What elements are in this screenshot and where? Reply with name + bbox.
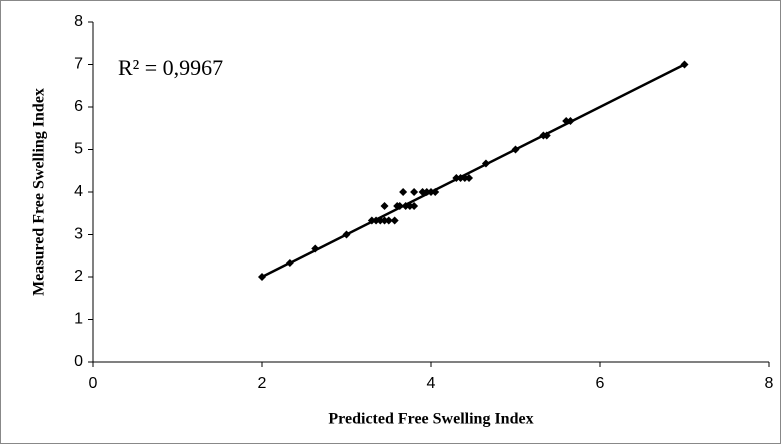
- point: [465, 173, 474, 182]
- point: [399, 188, 408, 196]
- x-tick-label: 6: [596, 375, 605, 392]
- point: [410, 188, 419, 196]
- point: [431, 188, 440, 196]
- point: [452, 173, 461, 182]
- point: [410, 202, 419, 211]
- x-tick-label: 0: [89, 375, 98, 392]
- y-tick-label: 7: [74, 56, 83, 73]
- x-tick-label: 4: [427, 375, 436, 392]
- y-tick-label: 1: [74, 311, 83, 328]
- point: [395, 202, 404, 211]
- point: [401, 202, 410, 211]
- y-tick-label: 0: [74, 353, 83, 370]
- point: [427, 188, 435, 196]
- point: [384, 216, 393, 225]
- annotation: R² = 0,9967: [118, 55, 223, 80]
- point: [390, 216, 399, 225]
- point: [542, 131, 551, 140]
- x-tick-label: 8: [765, 375, 774, 392]
- point: [680, 60, 689, 69]
- point: [456, 173, 465, 182]
- point: [367, 216, 376, 225]
- point: [376, 216, 385, 225]
- point: [380, 202, 389, 211]
- point: [258, 273, 266, 281]
- point: [405, 202, 414, 211]
- y-tick-label: 5: [74, 141, 83, 158]
- y-tick-label: 3: [74, 226, 83, 243]
- point: [422, 188, 431, 196]
- y-tick-label: 8: [74, 13, 83, 30]
- point: [372, 216, 381, 225]
- point: [380, 216, 389, 225]
- y-tick-label: 6: [74, 98, 83, 115]
- point: [562, 117, 571, 126]
- point: [342, 230, 351, 239]
- point: [418, 188, 427, 196]
- x-axis-title: Predicted Free Swelling Index: [328, 411, 533, 428]
- x-tick-label: 2: [258, 375, 267, 392]
- trendline: [261, 63, 686, 279]
- y-tick-label: 2: [74, 268, 83, 285]
- point: [481, 159, 490, 168]
- point: [311, 244, 320, 253]
- y-axis-title: Measured Free Swelling Index: [31, 88, 48, 296]
- point: [460, 173, 469, 182]
- point: [566, 117, 575, 126]
- point: [285, 258, 294, 267]
- y-tick-label: 4: [74, 183, 83, 200]
- point: [511, 145, 520, 154]
